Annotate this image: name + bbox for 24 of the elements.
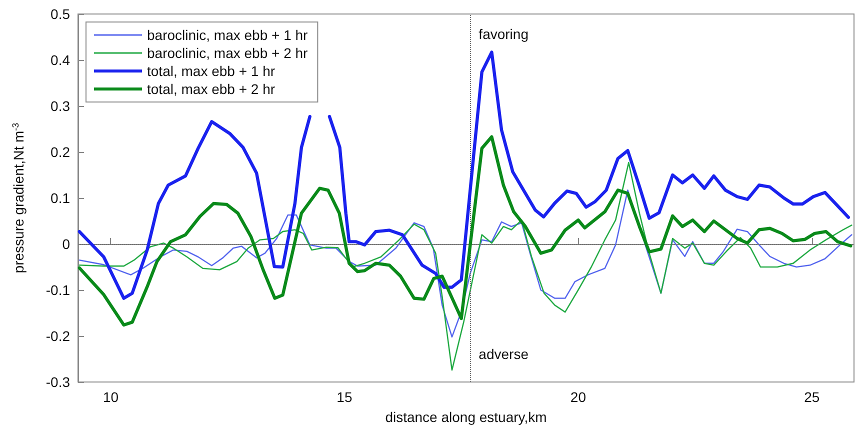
line-series (78, 135, 852, 327)
y-tick-label: 0.1 (50, 190, 70, 206)
y-tick-label: -0.1 (46, 282, 70, 298)
legend-label: total, max ebb + 2 hr (147, 81, 276, 97)
legend-label: total, max ebb + 1 hr (147, 63, 276, 79)
x-tick-label: 10 (102, 389, 119, 405)
x-axis-title: distance along estuary,km (385, 409, 547, 425)
legend-label: baroclinic, max ebb + 2 hr (147, 45, 308, 61)
y-axis-title: pressure gradient,Nt m-3 (10, 122, 26, 274)
y-tick-label: 0 (62, 236, 70, 252)
annotation: favoring (478, 26, 528, 42)
y-tick-label: -0.2 (46, 328, 70, 344)
x-tick-label: 20 (570, 389, 586, 405)
y-tick-label: -0.3 (46, 374, 70, 390)
x-tick-label: 25 (804, 389, 820, 405)
line-series (78, 190, 852, 338)
y-tick-label: 0.2 (50, 144, 70, 160)
y-tick-label: 0.5 (50, 6, 70, 22)
y-tick-label: 0.4 (50, 52, 70, 68)
line-series (78, 162, 852, 371)
x-tick-label: 15 (336, 389, 352, 405)
legend-label: baroclinic, max ebb + 1 hr (147, 27, 308, 43)
annotation: adverse (478, 346, 529, 362)
y-tick-label: 0.3 (50, 98, 70, 114)
